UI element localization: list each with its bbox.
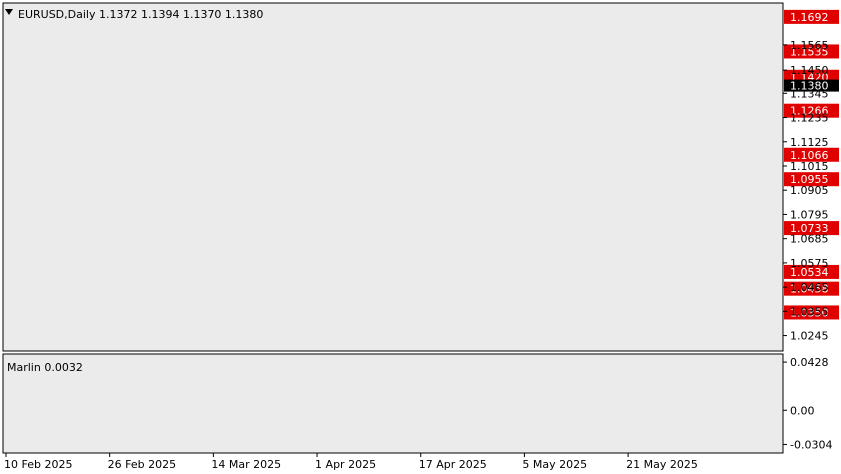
level-label: 1.0458 (790, 283, 829, 296)
price-tick-label: 1.1345 (790, 87, 829, 100)
price-tick-label: 1.0355 (790, 305, 829, 318)
price-tick-label: 1.1450 (790, 64, 829, 77)
time-tick-label: 21 May 2025 (626, 458, 698, 471)
level-label: 1.0733 (790, 222, 829, 235)
time-tick-label: 17 Apr 2025 (419, 458, 487, 471)
indicator-title: Marlin 0.0032 (7, 361, 83, 374)
indicator-tick-label: 0.00 (790, 404, 815, 417)
price-tick-label: 1.0465 (790, 281, 829, 294)
time-tick-label: 5 May 2025 (522, 458, 587, 471)
level-label-box (784, 172, 839, 187)
price-tick-label: 1.0795 (790, 208, 829, 221)
price-tick-label: 1.0575 (790, 257, 829, 270)
time-axis: 10 Feb 2025 26 Feb 2025 14 Mar 2025 1 Apr 2… (4, 453, 698, 471)
current-price-label: 1.1380 (790, 80, 829, 93)
level-label-box (784, 264, 839, 279)
indicator-pane-border (2, 353, 784, 454)
level-label: 1.1266 (790, 105, 829, 118)
price-tick-label: 1.0245 (790, 330, 829, 343)
price-pane-border (2, 2, 784, 352)
level-label-box (784, 103, 839, 118)
level-label: 1.0534 (790, 266, 829, 279)
price-tick-label: 1.1565 (790, 39, 829, 52)
level-label-box (784, 9, 839, 24)
indicator-tick-label: 0.0428 (790, 356, 829, 369)
indicator-pane (3, 354, 783, 453)
level-label-box (784, 147, 839, 162)
price-tick-label: 1.1015 (790, 160, 829, 173)
price-pane (3, 3, 783, 351)
level-label-box (784, 305, 839, 320)
level-label-box (784, 221, 839, 236)
pane-frames (2, 2, 784, 454)
level-label: 1.1066 (790, 149, 829, 162)
time-tick-label: 1 Apr 2025 (315, 458, 376, 471)
time-tick-label: 10 Feb 2025 (4, 458, 72, 471)
current-price-box (784, 79, 839, 92)
level-label: 1.1535 (790, 45, 829, 58)
time-tick-label: 14 Mar 2025 (211, 458, 281, 471)
price-tick-label: 1.1235 (790, 112, 829, 125)
level-label: 1.0955 (790, 173, 829, 186)
level-label-box (784, 281, 839, 296)
price-tick-label: 1.1125 (790, 136, 829, 149)
level-label: 1.0350 (790, 306, 829, 319)
price-axis: 1.15651.14501.13451.12351.11251.10151.09… (783, 39, 832, 451)
price-tick-label: 1.0685 (790, 233, 829, 246)
level-label-box (784, 44, 839, 59)
collapse-triangle-icon[interactable] (5, 9, 13, 15)
symbol-header: EURUSD,Daily 1.1372 1.1394 1.1370 1.1380 (18, 8, 263, 21)
indicator-tick-label: -0.0304 (790, 438, 832, 451)
price-tick-label: 1.0905 (790, 184, 829, 197)
level-label: 1.1692 (790, 11, 829, 24)
time-tick-label: 26 Feb 2025 (108, 458, 176, 471)
